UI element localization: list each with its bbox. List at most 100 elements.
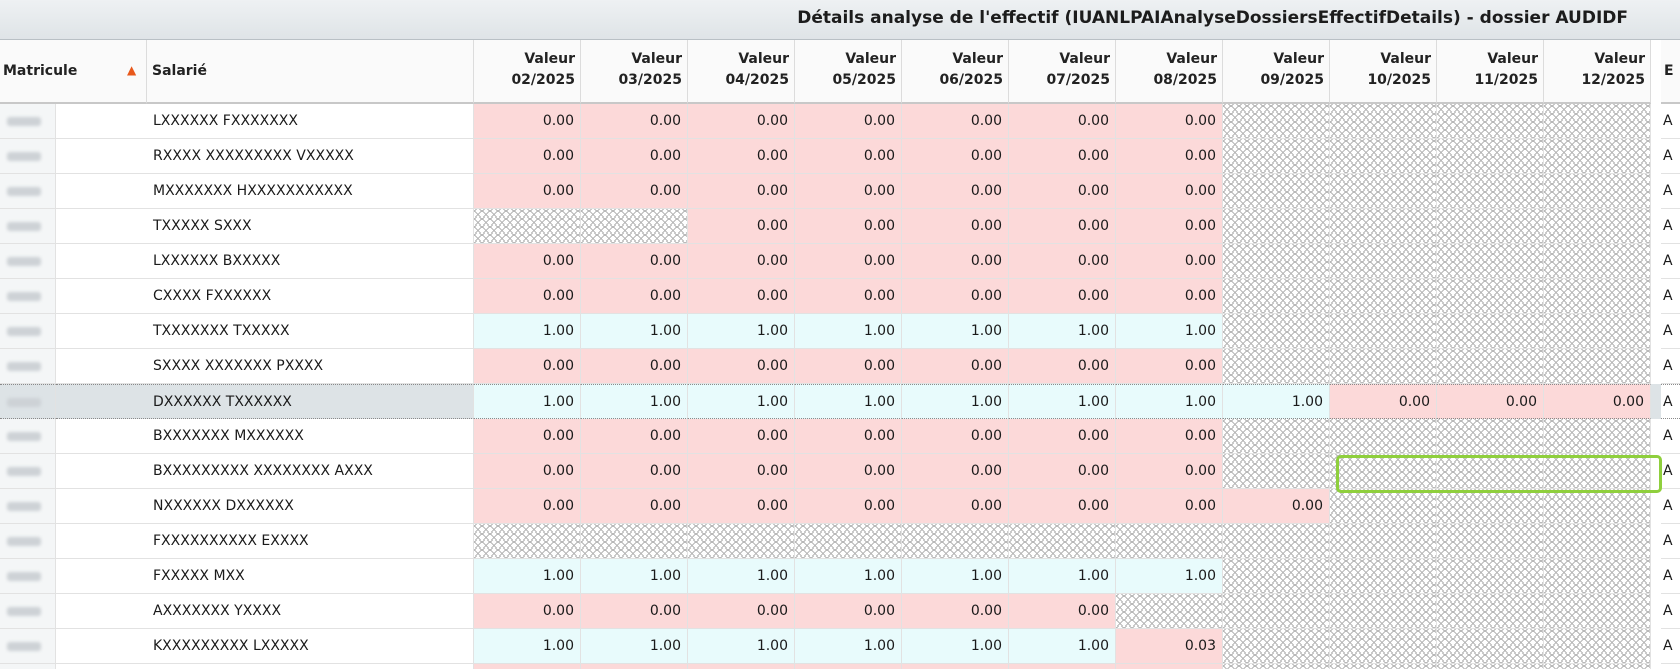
value-cell[interactable]: 1.00: [1116, 314, 1223, 349]
value-cell[interactable]: 0.00: [474, 419, 581, 454]
value-cell[interactable]: 0.00: [1009, 244, 1116, 279]
value-cell-unavailable[interactable]: [1223, 139, 1330, 174]
value-cell-unavailable[interactable]: [1544, 349, 1651, 384]
value-cell[interactable]: 1.00: [688, 314, 795, 349]
value-cell-unavailable[interactable]: [1544, 244, 1651, 279]
value-cell[interactable]: 1.00: [474, 314, 581, 349]
value-cell[interactable]: 0.00: [902, 174, 1009, 209]
value-cell[interactable]: 0.00: [474, 244, 581, 279]
trailing-cell[interactable]: A: [1661, 349, 1680, 384]
value-cell-unavailable[interactable]: [1437, 209, 1544, 244]
employee-name-cell[interactable]: TXXXXXXX TXXXXX: [56, 314, 474, 349]
value-cell-unavailable[interactable]: [902, 524, 1009, 559]
employee-name-cell[interactable]: LXXXXXX BXXXXX: [56, 244, 474, 279]
value-cell[interactable]: 1.00: [581, 559, 688, 594]
value-cell[interactable]: 1.00: [902, 559, 1009, 594]
value-cell-unavailable[interactable]: [1544, 664, 1651, 669]
value-cell-unavailable[interactable]: [1330, 209, 1437, 244]
column-header-month-5[interactable]: Valeur 05/2025: [795, 40, 902, 104]
trailing-cell[interactable]: A: [1661, 664, 1680, 669]
value-cell[interactable]: 0.00: [581, 419, 688, 454]
value-cell-unavailable[interactable]: [1223, 664, 1330, 669]
value-cell[interactable]: 0.00: [1223, 489, 1330, 524]
value-cell-unavailable[interactable]: [1330, 139, 1437, 174]
value-cell-unavailable[interactable]: [474, 524, 581, 559]
value-cell[interactable]: 0.00: [688, 594, 795, 629]
table-row[interactable]: LXXXXXX FXXXXXXX 0.00 0.00 0.00 0.00 0.00 0.00…: [0, 104, 1680, 139]
employee-name-cell[interactable]: MXXXXXXX HXXXXXXXXXXX: [56, 174, 474, 209]
value-cell-unavailable[interactable]: [1009, 524, 1116, 559]
value-cell-unavailable[interactable]: [1544, 314, 1651, 349]
value-cell[interactable]: 0.00: [688, 454, 795, 489]
value-cell[interactable]: 0.00: [795, 454, 902, 489]
value-cell[interactable]: 0.00: [902, 419, 1009, 454]
employee-name-cell[interactable]: SXXXX XXXXXXX PXXXX: [56, 349, 474, 384]
value-cell-unavailable[interactable]: [1116, 524, 1223, 559]
value-cell[interactable]: 0.00: [795, 244, 902, 279]
matricule-cell[interactable]: [0, 139, 56, 174]
value-cell-unavailable[interactable]: [1437, 244, 1544, 279]
value-cell-unavailable[interactable]: [1330, 559, 1437, 594]
value-cell[interactable]: 0.00: [795, 209, 902, 244]
trailing-cell[interactable]: A: [1661, 104, 1680, 139]
value-cell-unavailable[interactable]: [1223, 104, 1330, 139]
value-cell-unavailable[interactable]: [1437, 279, 1544, 314]
trailing-cell[interactable]: A: [1661, 174, 1680, 209]
column-header-matricule[interactable]: Matricule ▲: [0, 40, 147, 104]
value-cell-unavailable[interactable]: [1223, 594, 1330, 629]
value-cell[interactable]: 0.00: [1116, 209, 1223, 244]
value-cell-unavailable[interactable]: [1437, 524, 1544, 559]
value-cell[interactable]: 1.00: [581, 314, 688, 349]
employee-name-cell[interactable]: DXXXXXX TXXXXXX: [56, 384, 474, 419]
value-cell[interactable]: 1.00: [902, 314, 1009, 349]
value-cell-unavailable[interactable]: [1330, 349, 1437, 384]
value-cell[interactable]: 0.00: [1544, 384, 1651, 419]
value-cell[interactable]: 0.00: [581, 174, 688, 209]
trailing-cell[interactable]: A: [1661, 454, 1680, 489]
table-row[interactable]: RXXXX XXXXXXXXX VXXXXX 0.00 0.00 0.00 0.00 0.…: [0, 139, 1680, 174]
value-cell[interactable]: 1.00: [1116, 559, 1223, 594]
value-cell[interactable]: 0.00: [795, 594, 902, 629]
matricule-cell[interactable]: [0, 454, 56, 489]
value-cell-unavailable[interactable]: [1223, 314, 1330, 349]
value-cell[interactable]: 0.00: [688, 419, 795, 454]
trailing-cell[interactable]: A: [1661, 384, 1680, 419]
value-cell[interactable]: 1.00: [688, 384, 795, 419]
employee-name-cell[interactable]: NXXXXXX DXXXXXX: [56, 489, 474, 524]
value-cell-unavailable[interactable]: [1330, 279, 1437, 314]
value-cell[interactable]: 1.00: [1009, 314, 1116, 349]
value-cell[interactable]: 0.00: [1330, 384, 1437, 419]
value-cell[interactable]: 0.00: [795, 489, 902, 524]
value-cell[interactable]: 0.00: [902, 349, 1009, 384]
value-cell[interactable]: 0.00: [474, 454, 581, 489]
value-cell[interactable]: 0.00: [581, 279, 688, 314]
value-cell[interactable]: 0.03: [1116, 629, 1223, 664]
table-row[interactable]: CXXXX FXXXXXX 0.00 0.00 0.00 0.00 0.00 0.00 0.0…: [0, 279, 1680, 314]
column-header-salarie[interactable]: Salarié: [147, 40, 474, 104]
value-cell[interactable]: 0.00: [474, 279, 581, 314]
matricule-cell[interactable]: [0, 629, 56, 664]
trailing-cell[interactable]: A: [1661, 594, 1680, 629]
trailing-cell[interactable]: A: [1661, 524, 1680, 559]
column-header-month-8[interactable]: Valeur 08/2025: [1116, 40, 1223, 104]
value-cell-unavailable[interactable]: [1223, 209, 1330, 244]
matricule-cell[interactable]: [0, 524, 56, 559]
value-cell[interactable]: 0.00: [1009, 419, 1116, 454]
column-header-month-6[interactable]: Valeur 06/2025: [902, 40, 1009, 104]
table-row-selected[interactable]: DXXXXXX TXXXXXX 1.00 1.00 1.00 1.00 1.00 1.00 1…: [0, 384, 1680, 419]
matricule-cell[interactable]: [0, 559, 56, 594]
value-cell[interactable]: 0.00: [795, 664, 902, 669]
value-cell-unavailable[interactable]: [1544, 629, 1651, 664]
value-cell[interactable]: 0.00: [688, 139, 795, 174]
value-cell[interactable]: 1.00: [581, 384, 688, 419]
value-cell[interactable]: 0.00: [1116, 664, 1223, 669]
value-cell[interactable]: 0.00: [688, 279, 795, 314]
trailing-cell[interactable]: A: [1661, 139, 1680, 174]
value-cell[interactable]: 0.00: [902, 279, 1009, 314]
value-cell-unavailable[interactable]: [1223, 174, 1330, 209]
value-cell[interactable]: 0.00: [795, 104, 902, 139]
value-cell[interactable]: 0.00: [1009, 349, 1116, 384]
value-cell[interactable]: 0.00: [1116, 279, 1223, 314]
value-cell-unavailable[interactable]: [1437, 104, 1544, 139]
value-cell[interactable]: 0.00: [474, 349, 581, 384]
